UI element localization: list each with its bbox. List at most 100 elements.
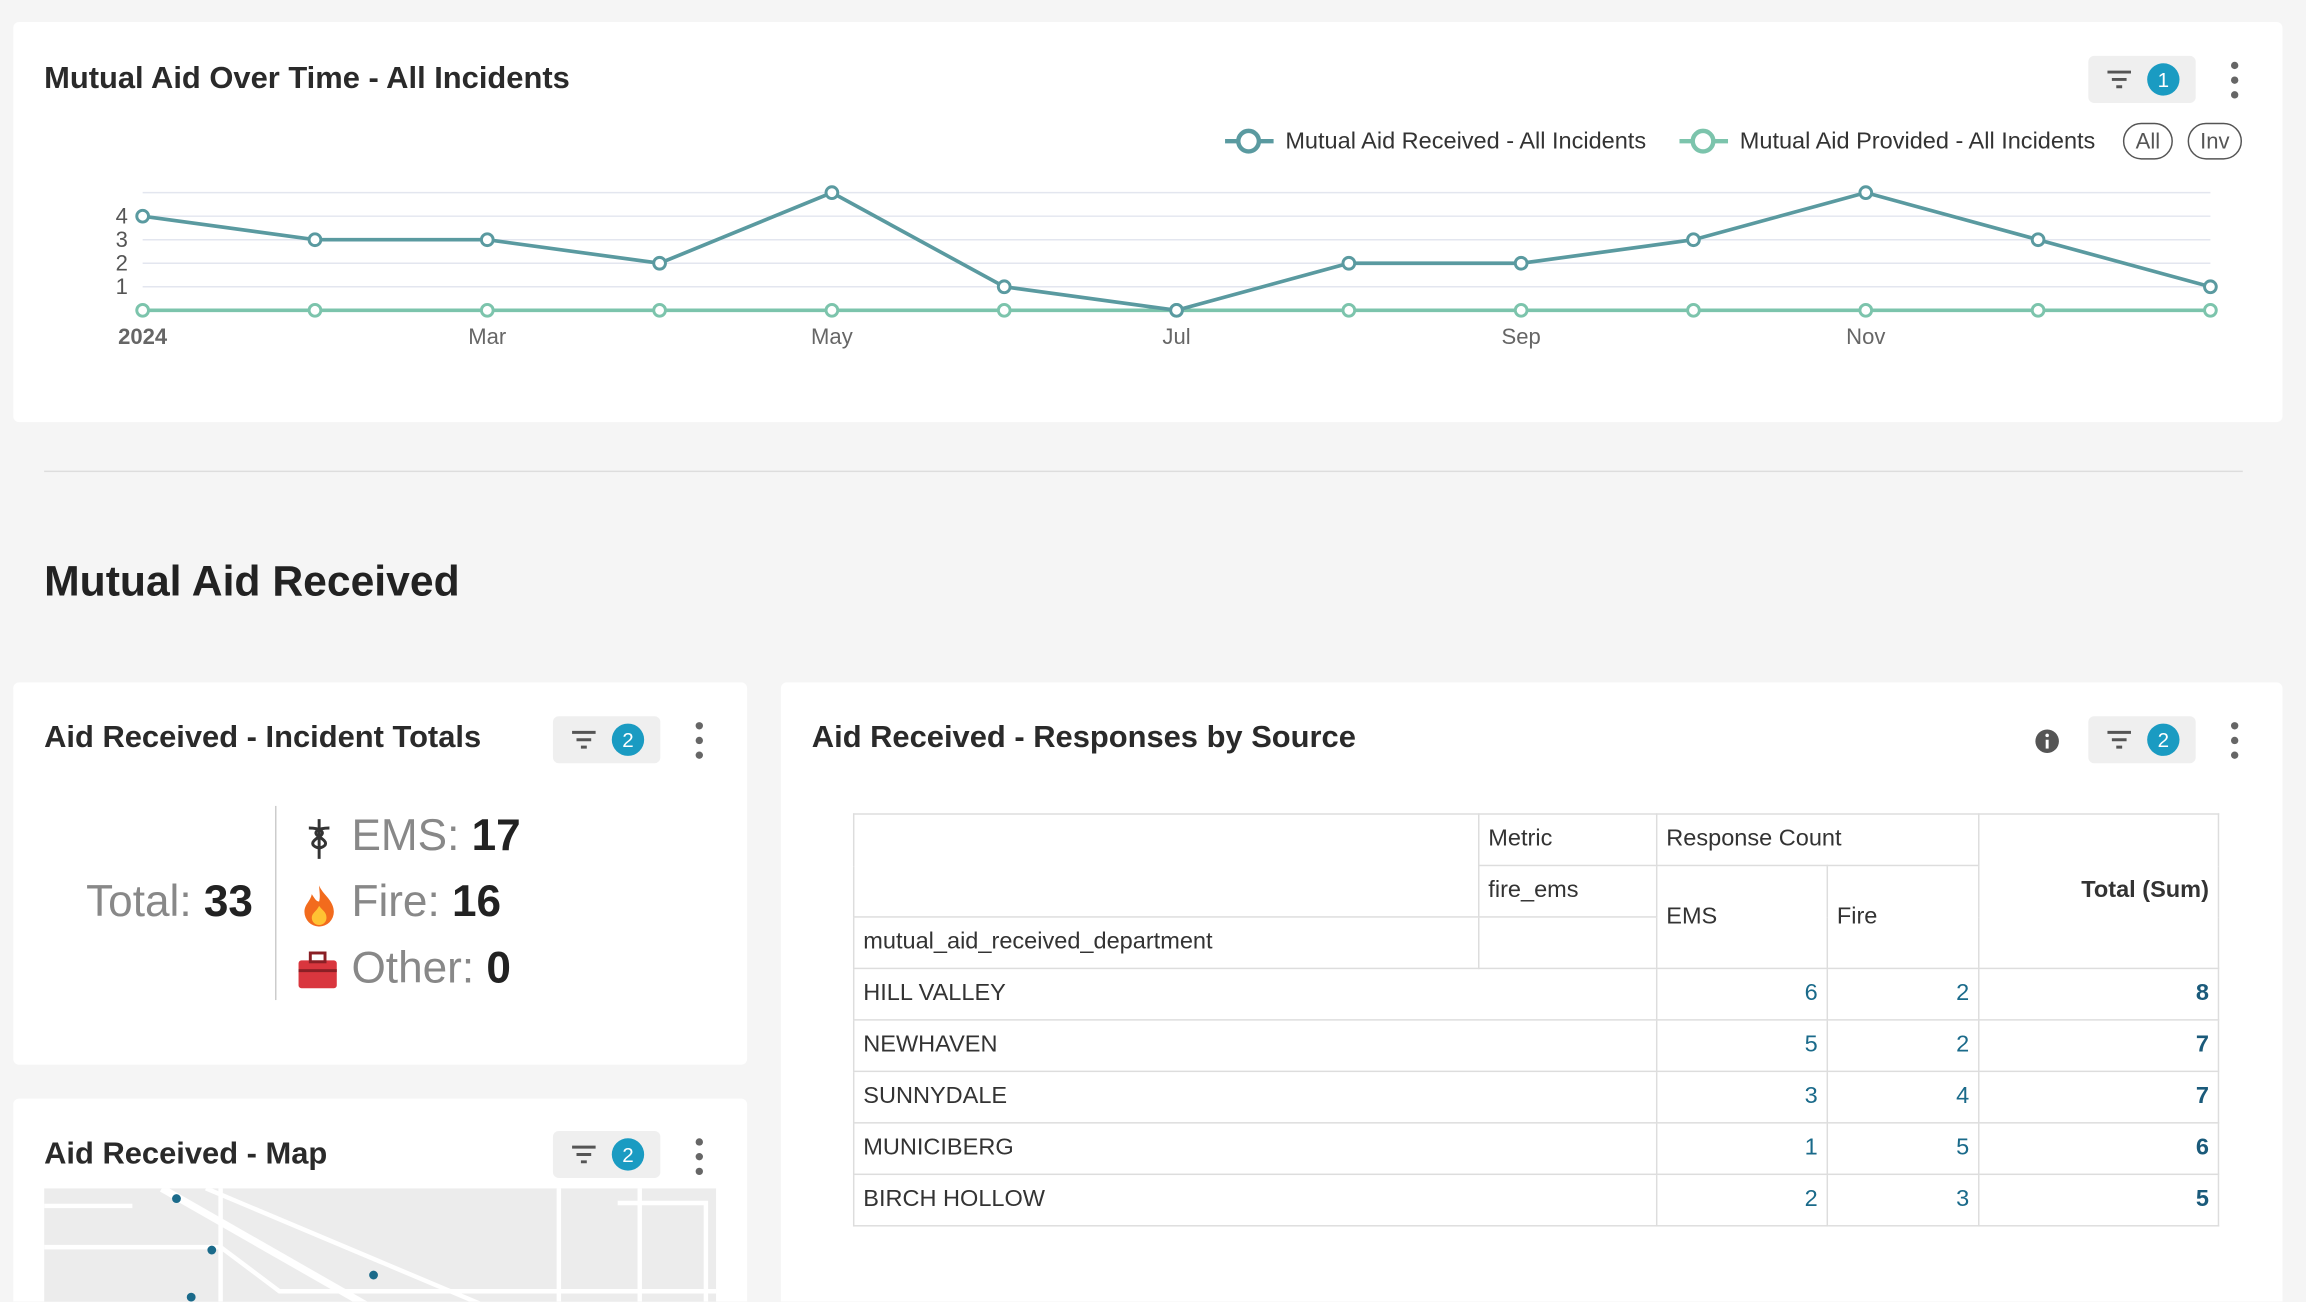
button-label: All <box>2136 129 2161 154</box>
cell-value: 5 <box>1655 1019 1829 1073</box>
filter-badge: 2 <box>2147 723 2180 756</box>
total-item: EMS: 17 <box>351 812 520 862</box>
filter-button[interactable]: 2 <box>552 716 661 764</box>
data-point <box>479 302 495 318</box>
data-point <box>307 232 323 248</box>
data-point <box>1513 302 1529 318</box>
filter-button[interactable]: 2 <box>552 1130 661 1178</box>
y-tick-label: 1 <box>116 274 128 299</box>
legend-marker <box>1690 128 1716 154</box>
item-label: Other: <box>351 944 475 993</box>
item-value: 16 <box>451 877 502 927</box>
info-icon[interactable] <box>2034 728 2060 754</box>
series-line <box>142 190 2211 313</box>
filter-badge: 2 <box>611 723 645 756</box>
button-frame <box>2187 122 2243 160</box>
filter-button[interactable]: 2 <box>2088 716 2196 764</box>
filter-button[interactable]: 1 <box>2088 55 2196 103</box>
data-point <box>307 302 323 318</box>
filter-icon <box>572 730 596 749</box>
data-point <box>1341 302 1357 318</box>
menu-button[interactable] <box>2230 722 2240 766</box>
map[interactable] <box>44 1188 717 1302</box>
item-label: Fire: <box>351 877 440 927</box>
total: Total: 33 <box>86 878 253 928</box>
corner-cell <box>852 813 1480 918</box>
cell-value: 3 <box>1826 1173 1980 1227</box>
chart-title: Mutual Aid Over Time - All Incidents <box>44 61 570 96</box>
other-icon <box>298 951 337 989</box>
button-label: Inv <box>2200 129 2229 154</box>
item-value: 0 <box>486 944 511 993</box>
data-point <box>1858 302 1874 318</box>
filter-icon <box>2107 70 2131 89</box>
data-point <box>652 302 667 318</box>
total-label: Total: <box>86 877 192 927</box>
row-total: 7 <box>1978 1070 2220 1124</box>
data-point <box>1513 255 1529 271</box>
x-tick-label: Jul <box>1162 324 1190 349</box>
panel-title: Aid Received - Incident Totals <box>44 720 482 755</box>
data-point <box>2030 302 2046 318</box>
data-point <box>135 302 151 318</box>
x-tick-label: Nov <box>1846 324 1885 349</box>
row-total: 6 <box>1978 1122 2220 1176</box>
x-tick-label: May <box>811 324 853 349</box>
section-title: Mutual Aid Received <box>44 558 460 606</box>
x-tick-label: 2024 <box>118 324 168 349</box>
row-label: MUNICIBERG <box>852 1122 1658 1176</box>
header-cell: Total (Sum) <box>1978 813 2220 970</box>
data-point <box>1686 302 1701 318</box>
row-label: NEWHAVEN <box>852 1019 1658 1073</box>
cell-value: 1 <box>1655 1122 1829 1176</box>
data-point <box>824 185 840 201</box>
panel-title: Aid Received - Responses by Source <box>811 720 1356 755</box>
chart-panel <box>13 22 2283 423</box>
cell-value: 2 <box>1826 1019 1980 1073</box>
legend-marker <box>1236 128 1262 154</box>
data-point <box>2203 302 2218 318</box>
header-cell: fire_ems <box>1478 864 1658 918</box>
filter-icon <box>572 1145 596 1164</box>
legend-label: Mutual Aid Provided - All Incidents <box>1740 128 2096 154</box>
header-cell: mutual_aid_received_department <box>852 916 1480 970</box>
filter-badge: 1 <box>2147 63 2180 96</box>
table-row: SUNNYDALE 3 4 7 <box>852 1070 2220 1124</box>
table-row: MUNICIBERG 1 5 6 <box>852 1122 2220 1176</box>
row-total: 5 <box>1978 1173 2220 1227</box>
legend-button[interactable]: All <box>2122 122 2173 160</box>
cell-value: 2 <box>1826 967 1980 1021</box>
filter-icon <box>2107 730 2131 749</box>
header-cell: EMS <box>1655 864 1829 970</box>
y-tick-label: 2 <box>116 251 128 276</box>
menu-button[interactable] <box>695 722 705 766</box>
total-value: 33 <box>203 877 253 927</box>
cell-value: 5 <box>1826 1122 1980 1176</box>
data-point <box>1169 302 1184 318</box>
data-point <box>479 232 495 248</box>
menu-button[interactable] <box>2230 61 2240 106</box>
legend-button[interactable]: Inv <box>2187 122 2243 160</box>
data-point <box>1686 232 1701 248</box>
panel-title: Aid Received - Map <box>44 1136 328 1171</box>
row-total: 7 <box>1978 1019 2220 1073</box>
data-point <box>996 279 1012 295</box>
data-point <box>135 208 151 224</box>
data-point <box>652 255 667 271</box>
header-cell <box>1478 916 1658 970</box>
cell-value: 4 <box>1826 1070 1980 1124</box>
table-row: NEWHAVEN 5 2 7 <box>852 1019 2220 1073</box>
cell-value: 2 <box>1655 1173 1829 1227</box>
y-tick-label: 3 <box>116 227 128 252</box>
total-item: Other: 0 <box>351 944 510 994</box>
separator <box>44 470 2243 473</box>
data-point <box>2203 279 2218 295</box>
menu-button[interactable] <box>695 1138 705 1182</box>
data-point <box>2030 232 2046 248</box>
pivot-table: Metric Response Count Total (Sum) fire_e… <box>852 813 2220 1227</box>
x-tick-label: Sep <box>1502 324 1541 349</box>
legend-label: Mutual Aid Received - All Incidents <box>1285 128 1646 154</box>
